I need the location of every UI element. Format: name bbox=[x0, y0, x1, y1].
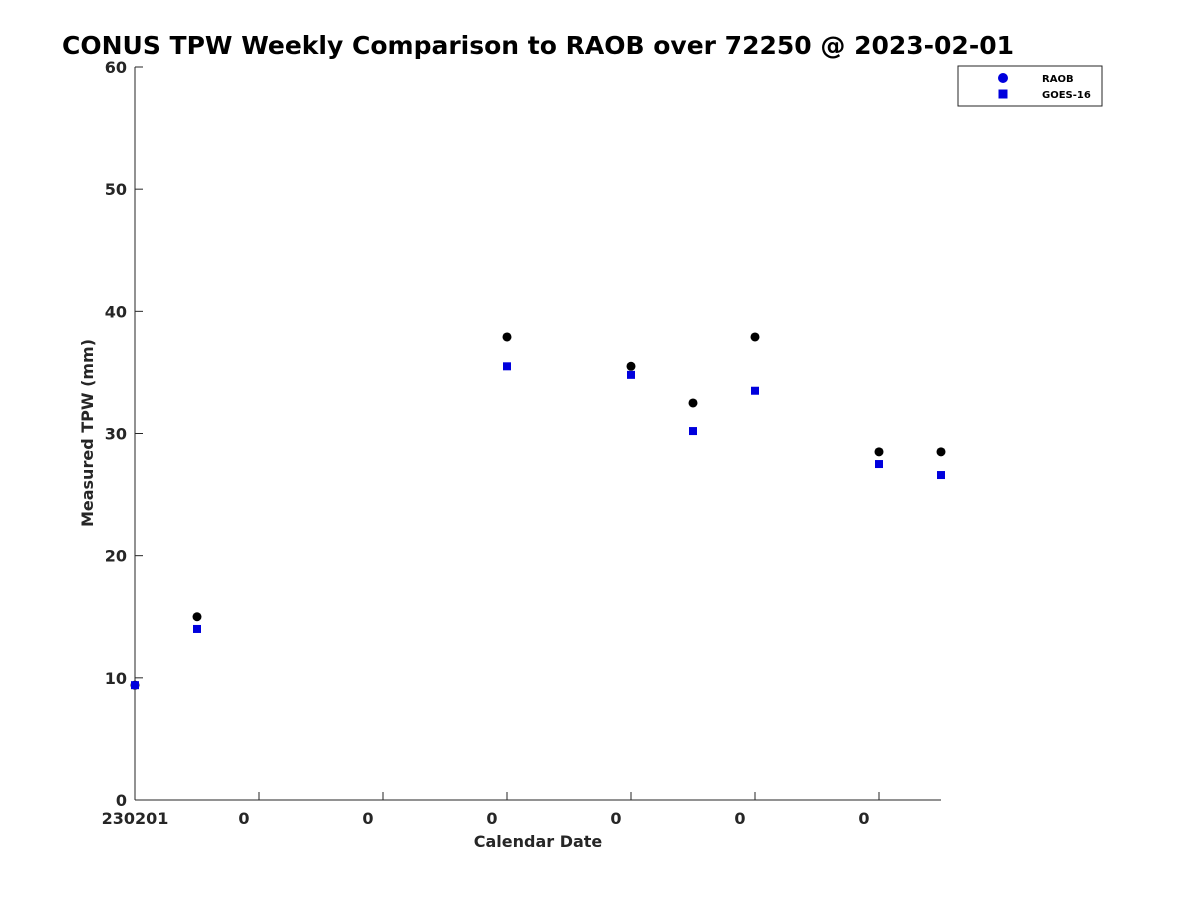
x-tick-label: 0 bbox=[238, 809, 249, 828]
goes16-point bbox=[503, 362, 511, 371]
legend-goes-label: GOES-16 bbox=[1042, 90, 1091, 101]
raob-point bbox=[688, 398, 698, 408]
x-tick-label: 0 bbox=[858, 809, 869, 828]
goes16-point bbox=[131, 681, 139, 690]
y-tick-label: 60 bbox=[105, 58, 127, 77]
y-tick-label: 0 bbox=[116, 791, 127, 810]
data-points bbox=[130, 332, 946, 690]
legend-raob-marker bbox=[998, 73, 1008, 83]
goes16-point bbox=[937, 471, 945, 480]
goes16-point bbox=[627, 370, 635, 379]
raob-point bbox=[502, 332, 512, 342]
chart-title: CONUS TPW Weekly Comparison to RAOB over… bbox=[62, 31, 1014, 60]
y-tick-label: 20 bbox=[105, 547, 127, 566]
x-tick-label: 230201 bbox=[102, 809, 169, 828]
goes16-point bbox=[875, 460, 883, 469]
x-tick-label: 0 bbox=[734, 809, 745, 828]
y-tick-label: 40 bbox=[105, 302, 127, 321]
legend: RAOB GOES-16 bbox=[957, 65, 1103, 107]
goes16-point bbox=[193, 624, 201, 633]
y-axis-label: Measured TPW (mm) bbox=[78, 339, 97, 527]
x-axis-label: Calendar Date bbox=[474, 832, 603, 851]
raob-point bbox=[874, 447, 884, 457]
raob-point bbox=[192, 612, 202, 622]
raob-point bbox=[936, 447, 946, 457]
goes16-point bbox=[751, 386, 759, 395]
raob-point bbox=[750, 332, 760, 342]
y-axis-ticks: 0 10 20 30 40 50 60 bbox=[105, 58, 143, 810]
legend-goes-marker bbox=[998, 89, 1008, 99]
raob-point bbox=[626, 361, 636, 371]
x-tick-label: 0 bbox=[610, 809, 621, 828]
x-axis-ticks: 230201 0 0 0 0 0 0 bbox=[102, 792, 880, 828]
y-tick-label: 10 bbox=[105, 669, 127, 688]
goes16-point bbox=[689, 427, 697, 436]
y-tick-label: 50 bbox=[105, 180, 127, 199]
y-tick-label: 30 bbox=[105, 425, 127, 444]
x-tick-label: 0 bbox=[362, 809, 373, 828]
legend-box bbox=[957, 65, 1103, 107]
x-tick-label: 0 bbox=[486, 809, 497, 828]
legend-raob-label: RAOB bbox=[1042, 74, 1074, 85]
